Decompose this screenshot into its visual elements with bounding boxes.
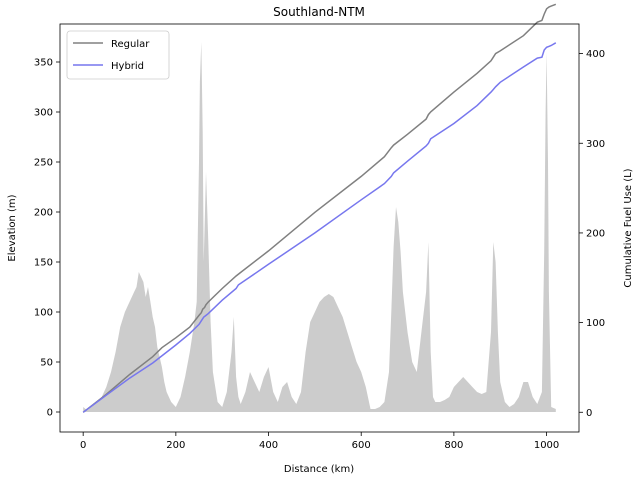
y2-tick-label: 100 [586,318,605,329]
x-tick-label: 800 [444,440,463,451]
y-axis-right: 0 100 200 300 400 [579,49,605,419]
x-tick-label: 1000 [534,440,559,451]
plot-frame [59,23,580,433]
y-tick-label: 0 [47,408,53,419]
legend-label-regular: Regular [111,39,150,50]
series-line-hybrid [82,42,557,413]
x-tick-label: 0 [80,440,86,451]
chart-title: Southland-NTM [273,5,365,19]
series-line-regular [82,3,557,413]
x-tick-label: 200 [166,440,185,451]
y-axis-label: Elevation (m) [7,194,18,261]
x-axis-label: Distance (km) [284,464,354,475]
plot-area [82,3,557,413]
legend-label-hybrid: Hybrid [111,61,144,72]
y2-tick-label: 400 [586,49,605,60]
y2-axis-label: Cumulative Fuel Use (L) [623,168,634,287]
y-tick-label: 300 [34,108,53,119]
y-tick-label: 200 [34,208,53,219]
y-tick-label: 100 [34,308,53,319]
y2-tick-label: 200 [586,228,605,239]
legend: Regular Hybrid [66,30,170,80]
x-tick-label: 600 [352,440,371,451]
x-axis: 0 200 400 600 800 1000 [80,432,559,451]
y-tick-label: 150 [34,258,53,269]
y-axis-left: 0 50 100 150 200 250 300 350 [34,58,60,419]
y-tick-label: 250 [34,158,53,169]
y2-tick-label: 300 [586,139,605,150]
y-tick-label: 50 [40,358,53,369]
x-tick-label: 400 [259,440,278,451]
y2-tick-label: 0 [586,408,592,419]
y-tick-label: 350 [34,58,53,69]
